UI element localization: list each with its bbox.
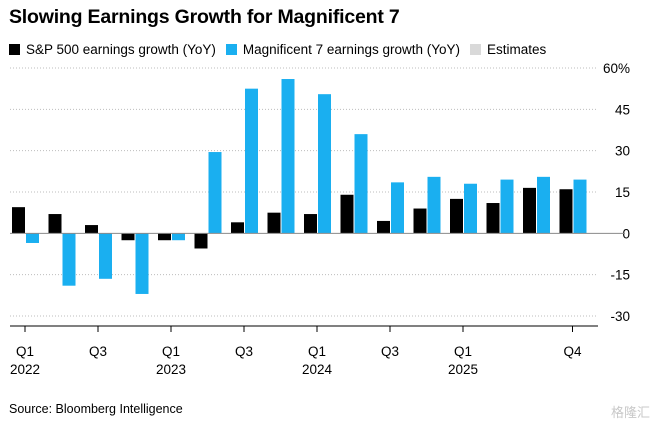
mag7-bar bbox=[99, 233, 112, 279]
mag7-bar bbox=[427, 176, 441, 234]
y-tick-label: 15 bbox=[615, 185, 630, 200]
sp500-bar bbox=[12, 207, 25, 234]
x-tick-label-year: 2024 bbox=[302, 362, 333, 377]
mag7-bar bbox=[135, 233, 149, 294]
sp500-bar bbox=[121, 233, 135, 241]
y-tick-label: 0 bbox=[622, 226, 630, 241]
sp500-bar bbox=[304, 214, 317, 234]
y-tick-label: -30 bbox=[610, 309, 630, 324]
sp500-bar bbox=[340, 194, 354, 234]
mag7-bar bbox=[354, 134, 368, 234]
mag7-bar bbox=[537, 176, 550, 234]
mag7-bar bbox=[281, 79, 295, 234]
sp500-bar bbox=[158, 233, 171, 241]
sp500-bar bbox=[194, 233, 208, 249]
mag7-bar bbox=[62, 233, 76, 286]
sp500-bar bbox=[231, 222, 244, 234]
mag7-bar bbox=[172, 233, 185, 241]
x-tick-label-year: 2022 bbox=[10, 362, 40, 377]
sp500-bar bbox=[450, 198, 463, 234]
sp500-bar bbox=[486, 203, 500, 234]
mag7-bar bbox=[391, 182, 404, 234]
chart-title: Slowing Earnings Growth for Magnificent … bbox=[9, 6, 400, 28]
mag7-bar bbox=[208, 152, 222, 234]
sp500-bar bbox=[559, 189, 573, 234]
y-tick-label: -15 bbox=[610, 268, 630, 283]
legend-swatch-sp500 bbox=[9, 44, 20, 55]
x-tick-label-quarter: Q4 bbox=[563, 344, 582, 359]
legend-swatch-estimates bbox=[470, 44, 481, 55]
mag7-bar bbox=[245, 88, 258, 234]
x-tick-label-year: 2025 bbox=[448, 362, 478, 377]
legend-label-estimates: Estimates bbox=[487, 42, 547, 57]
x-tick-label-year: 2023 bbox=[156, 362, 186, 377]
y-tick-label: 60% bbox=[603, 61, 630, 76]
mag7-bar bbox=[318, 94, 331, 234]
mag7-bar bbox=[500, 179, 514, 234]
watermark-logo: 格隆汇 bbox=[610, 405, 650, 420]
mag7-bar bbox=[573, 179, 587, 234]
mag7-bar bbox=[26, 233, 39, 243]
x-tick-label-quarter: Q1 bbox=[16, 344, 34, 359]
sp500-bar bbox=[523, 187, 536, 234]
source-note: Source: Bloomberg Intelligence bbox=[9, 402, 183, 416]
y-tick-label: 45 bbox=[615, 102, 630, 117]
x-tick-label-quarter: Q3 bbox=[381, 344, 399, 359]
legend-item-mag7: Magnificent 7 earnings growth (YoY) bbox=[225, 42, 460, 57]
y-tick-label: 30 bbox=[615, 144, 630, 159]
x-tick-label-quarter: Q3 bbox=[235, 344, 253, 359]
sp500-bar bbox=[413, 208, 427, 234]
sp500-bar bbox=[267, 212, 281, 234]
x-tick-label-quarter: Q3 bbox=[89, 344, 107, 359]
sp500-bar bbox=[85, 225, 98, 234]
legend-item-estimates: Estimates bbox=[470, 42, 546, 57]
chart-legend: S&P 500 earnings growth (YoY) Magnificen… bbox=[9, 42, 556, 57]
legend-item-sp500: S&P 500 earnings growth (YoY) bbox=[9, 42, 216, 57]
sp500-bar bbox=[48, 214, 62, 234]
sp500-bar bbox=[377, 220, 390, 234]
legend-label-mag7: Magnificent 7 earnings growth (YoY) bbox=[242, 42, 460, 57]
x-tick-label-quarter: Q1 bbox=[162, 344, 180, 359]
legend-swatch-mag7 bbox=[225, 44, 237, 55]
mag7-bar bbox=[464, 183, 477, 234]
legend-label-sp500: S&P 500 earnings growth (YoY) bbox=[26, 42, 216, 57]
x-tick-label-quarter: Q1 bbox=[308, 344, 326, 359]
x-tick-label-quarter: Q1 bbox=[454, 344, 472, 359]
